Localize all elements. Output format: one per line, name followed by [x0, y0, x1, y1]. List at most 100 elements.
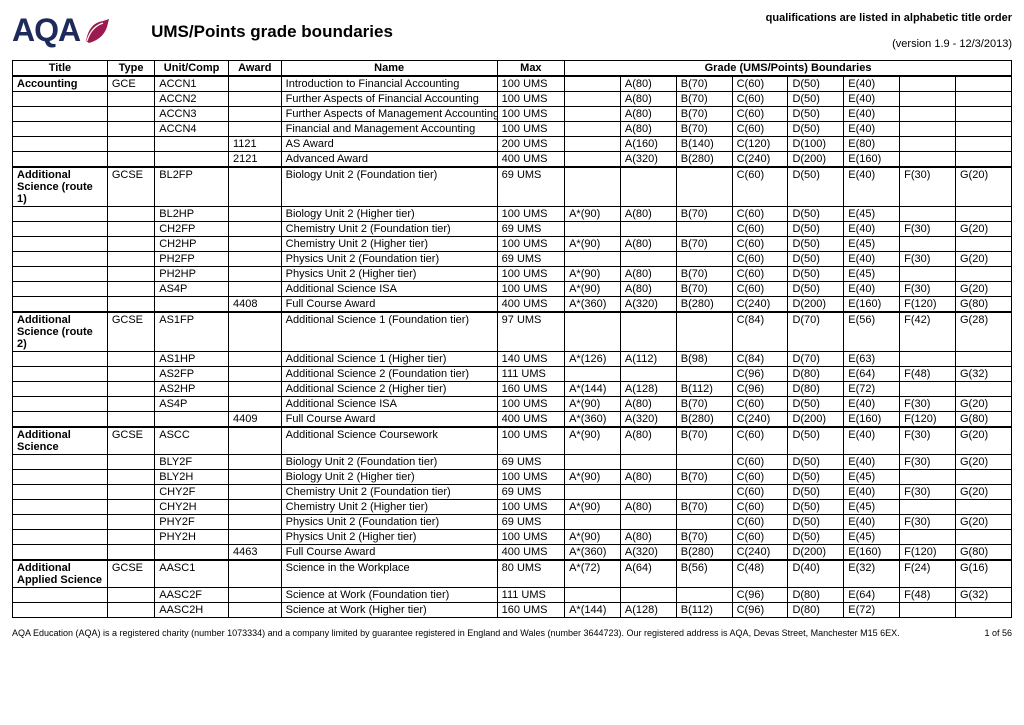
grade-cell: E(40) — [844, 397, 900, 412]
table-row: Additional ScienceGCSEASCCAdditional Sci… — [13, 427, 1012, 455]
version-line: (version 1.9 - 12/3/2013) — [766, 38, 1012, 50]
grade-cell: A*(360) — [565, 412, 621, 428]
table-row: Additional Science (route 2)GCSEAS1FPAdd… — [13, 312, 1012, 352]
award-cell — [228, 122, 281, 137]
grade-cell — [955, 500, 1011, 515]
max-cell: 100 UMS — [497, 470, 564, 485]
grade-cell: C(60) — [732, 107, 788, 122]
max-cell: 69 UMS — [497, 515, 564, 530]
title-cell: Accounting — [13, 76, 108, 92]
grade-cell: D(50) — [788, 485, 844, 500]
grade-cell: B(70) — [676, 282, 732, 297]
grade-cell: B(280) — [676, 297, 732, 313]
grade-cell: E(45) — [844, 470, 900, 485]
grade-cell: A(80) — [620, 397, 676, 412]
grade-cell: E(45) — [844, 237, 900, 252]
title-cell — [13, 282, 108, 297]
type-cell: GCE — [107, 76, 154, 92]
unit-cell: AASC2H — [155, 603, 229, 618]
grade-cell: C(60) — [732, 470, 788, 485]
table-row: AASC2HScience at Work (Higher tier)160 U… — [13, 603, 1012, 618]
grade-cell: D(50) — [788, 397, 844, 412]
grade-cell — [676, 515, 732, 530]
table-row: BLY2FBiology Unit 2 (Foundation tier)69 … — [13, 455, 1012, 470]
name-cell: Additional Science 1 (Foundation tier) — [281, 312, 497, 352]
grade-cell: E(40) — [844, 515, 900, 530]
grade-cell — [565, 455, 621, 470]
grade-cell: E(80) — [844, 137, 900, 152]
type-cell — [107, 137, 154, 152]
grade-cell: A*(144) — [565, 382, 621, 397]
grade-cell: B(70) — [676, 76, 732, 92]
type-cell — [107, 122, 154, 137]
grade-cell: D(100) — [788, 137, 844, 152]
max-cell: 160 UMS — [497, 382, 564, 397]
max-cell: 140 UMS — [497, 352, 564, 367]
title-cell — [13, 470, 108, 485]
grade-cell — [900, 152, 956, 168]
title-cell: Additional Science (route 1) — [13, 167, 108, 207]
table-row: 1121AS Award200 UMSA(160)B(140)C(120)D(1… — [13, 137, 1012, 152]
table-row: ACCN2Further Aspects of Financial Accoun… — [13, 92, 1012, 107]
col-unit: Unit/Comp — [155, 61, 229, 77]
max-cell: 69 UMS — [497, 222, 564, 237]
col-boundaries: Grade (UMS/Points) Boundaries — [565, 61, 1012, 77]
title-cell — [13, 382, 108, 397]
unit-cell: AS2FP — [155, 367, 229, 382]
grade-cell: C(60) — [732, 500, 788, 515]
grade-cell: A(80) — [620, 92, 676, 107]
unit-cell — [155, 137, 229, 152]
type-cell: GCSE — [107, 312, 154, 352]
grade-cell — [565, 122, 621, 137]
grade-cell: C(240) — [732, 297, 788, 313]
unit-cell: PH2FP — [155, 252, 229, 267]
grade-cell: E(40) — [844, 252, 900, 267]
title-cell: Additional Science (route 2) — [13, 312, 108, 352]
grade-cell: F(30) — [900, 397, 956, 412]
grade-cell: D(50) — [788, 167, 844, 207]
grade-cell: A*(90) — [565, 470, 621, 485]
grade-cell: D(50) — [788, 76, 844, 92]
name-cell: Further Aspects of Management Accounting — [281, 107, 497, 122]
award-cell — [228, 92, 281, 107]
grade-cell: F(30) — [900, 252, 956, 267]
grade-cell — [565, 222, 621, 237]
type-cell — [107, 267, 154, 282]
grade-cell: C(60) — [732, 76, 788, 92]
aqa-logo: AQA — [12, 12, 111, 49]
max-cell: 69 UMS — [497, 455, 564, 470]
type-cell — [107, 107, 154, 122]
grade-cell: D(50) — [788, 237, 844, 252]
max-cell: 80 UMS — [497, 560, 564, 588]
grade-cell: A(80) — [620, 237, 676, 252]
col-name: Name — [281, 61, 497, 77]
unit-cell: ACCN1 — [155, 76, 229, 92]
name-cell: Chemistry Unit 2 (Foundation tier) — [281, 485, 497, 500]
grade-cell: A*(90) — [565, 282, 621, 297]
title-cell — [13, 603, 108, 618]
type-cell — [107, 252, 154, 267]
unit-cell: CH2FP — [155, 222, 229, 237]
grade-cell — [955, 237, 1011, 252]
grade-cell: C(60) — [732, 485, 788, 500]
grade-cell: C(60) — [732, 530, 788, 545]
unit-cell: CH2HP — [155, 237, 229, 252]
max-cell: 100 UMS — [497, 107, 564, 122]
award-cell — [228, 222, 281, 237]
max-cell: 100 UMS — [497, 282, 564, 297]
grade-cell — [565, 92, 621, 107]
unit-cell: AS2HP — [155, 382, 229, 397]
unit-cell: BL2HP — [155, 207, 229, 222]
grade-cell: C(84) — [732, 312, 788, 352]
table-row: 2121Advanced Award400 UMSA(320)B(280)C(2… — [13, 152, 1012, 168]
grade-cell: A(320) — [620, 297, 676, 313]
grade-cell: B(70) — [676, 500, 732, 515]
title-cell — [13, 252, 108, 267]
award-cell: 1121 — [228, 137, 281, 152]
title-cell — [13, 530, 108, 545]
type-cell — [107, 207, 154, 222]
grade-cell — [900, 382, 956, 397]
grade-cell: F(120) — [900, 297, 956, 313]
grade-cell: D(50) — [788, 267, 844, 282]
table-row: BL2HPBiology Unit 2 (Higher tier)100 UMS… — [13, 207, 1012, 222]
